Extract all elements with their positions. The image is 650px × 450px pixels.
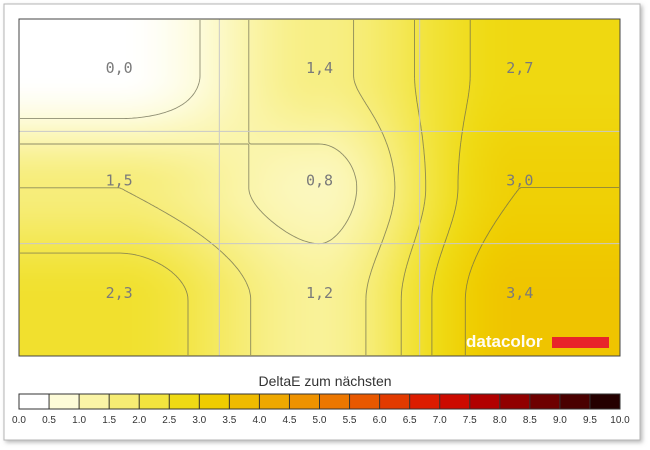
colorbar-swatch [289, 394, 320, 409]
colorbar-tick-label: 9.5 [583, 415, 597, 426]
colorbar-swatch [229, 394, 260, 409]
colorbar-tick-label: 8.0 [493, 415, 507, 426]
cell-value-label: 1,5 [106, 172, 133, 190]
cell-value-label: 0,0 [106, 59, 133, 77]
colorbar-swatch [139, 394, 170, 409]
colorbar-swatch [79, 394, 110, 409]
colorbar-swatch [589, 394, 621, 409]
colorbar-swatch [259, 394, 290, 409]
colorbar-tick-label: 7.5 [463, 415, 477, 426]
colorbar-tick-label: 4.0 [252, 415, 266, 426]
colorbar-title: DeltaE zum nächsten [258, 373, 391, 389]
colorbar-swatch [169, 394, 200, 409]
datacolor-logo: datacolor [466, 332, 609, 351]
colorbar-swatch [559, 394, 591, 409]
colorbar-swatch [529, 394, 561, 409]
cell-value-label: 3,4 [506, 284, 533, 302]
datacolor-logo-bar [552, 337, 609, 348]
colorbar-tick-label: 6.5 [403, 415, 417, 426]
colorbar-tick-label: 3.0 [192, 415, 206, 426]
colorbar-tick-label: 9.0 [553, 415, 567, 426]
colorbar-swatch [409, 394, 441, 409]
colorbar-tick-label: 10.0 [610, 415, 630, 426]
colorbar-swatch [199, 394, 230, 409]
contour-line [20, 20, 427, 355]
colorbar-swatch [349, 394, 380, 409]
contour-lines [20, 20, 619, 355]
colorbar-swatch [319, 394, 350, 409]
colorbar-tick-label: 1.5 [102, 415, 116, 426]
colorbar-tick-label: 8.5 [523, 415, 537, 426]
colorbar-tick-label: 1.0 [72, 415, 86, 426]
contour-line [20, 20, 358, 245]
datacolor-logo-text: datacolor [466, 332, 543, 351]
colorbar-swatch [49, 394, 80, 409]
colorbar-tick-label: 2.5 [162, 415, 176, 426]
colorbar-swatch [379, 394, 411, 409]
cell-value-label: 3,0 [506, 172, 533, 190]
contour-line [431, 20, 471, 355]
colorbar-swatch [19, 394, 50, 409]
colorbar-tick-label: 2.0 [132, 415, 146, 426]
cell-value-label: 2,7 [506, 59, 533, 77]
cell-value-label: 2,3 [106, 284, 133, 302]
colorbar-swatch [469, 394, 501, 409]
colorbar-swatch [439, 394, 471, 409]
cell-value-label: 1,2 [306, 284, 333, 302]
cell-value-label: 1,4 [306, 59, 333, 77]
colorbar-swatch [109, 394, 140, 409]
contour-line [20, 20, 201, 120]
colorbar-tick-label: 0.5 [42, 415, 56, 426]
grid-lines [19, 19, 620, 356]
colorbar-tick-label: 7.0 [433, 415, 447, 426]
colorbar-tick-label: 5.0 [313, 415, 327, 426]
colorbar-tick-label: 5.5 [343, 415, 357, 426]
colorbar-swatch [499, 394, 531, 409]
colorbar-tick-label: 0.0 [12, 415, 26, 426]
contour-line [464, 186, 619, 355]
colorbar-tick-label: 3.5 [222, 415, 236, 426]
colorbar-tick-label: 4.5 [282, 415, 296, 426]
colorbar-tick-label: 6.0 [373, 415, 387, 426]
plot-border [18, 18, 621, 357]
contour-line [20, 20, 396, 355]
cell-value-label: 0,8 [306, 172, 333, 190]
